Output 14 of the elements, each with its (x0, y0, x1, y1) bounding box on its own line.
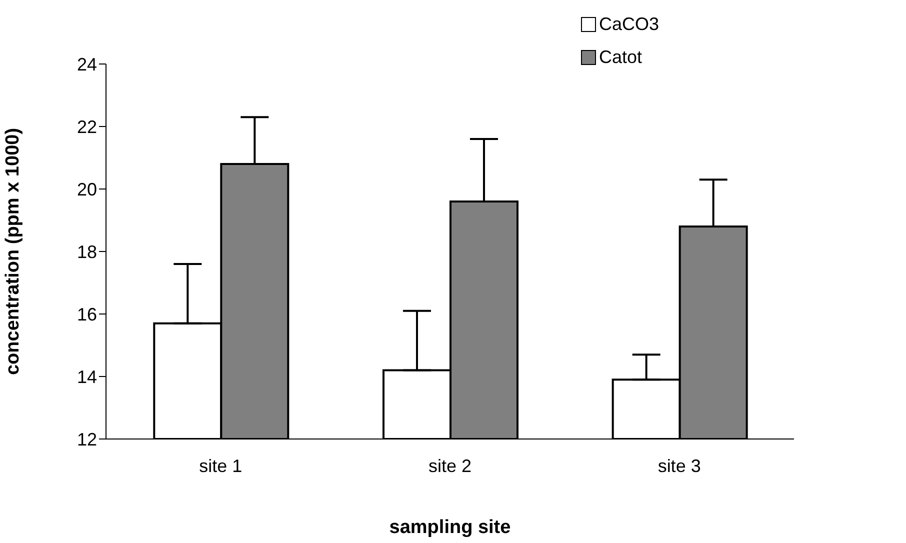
legend-label: CaCO3 (599, 14, 660, 35)
y-tick-label: 16 (76, 304, 97, 324)
x-axis-title: sampling site (389, 517, 511, 538)
y-tick-label: 20 (76, 179, 97, 200)
y-tick-label: 14 (76, 366, 97, 387)
y-tick-label: 12 (76, 429, 97, 450)
y-tick-label: 18 (76, 242, 97, 262)
y-axis-title: concentration (ppm x 1000) (2, 128, 24, 376)
x-tick-label: site 3 (658, 456, 701, 476)
y-tick-label: 22 (76, 116, 97, 137)
x-tick-label: site 1 (199, 456, 242, 476)
y-tick-label: 24 (76, 54, 97, 74)
legend-label: Catot (599, 47, 642, 68)
x-tick-label: site 2 (428, 456, 472, 476)
